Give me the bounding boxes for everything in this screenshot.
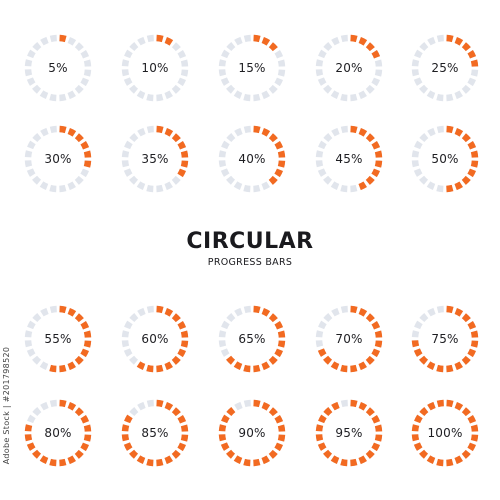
gauge-percent-label: 90%	[238, 426, 266, 440]
progress-gauge: 5%	[20, 30, 96, 106]
gauge-percent-label: 100%	[427, 426, 463, 440]
progress-gauge: 95%	[311, 395, 387, 471]
gauge-percent-label: 70%	[335, 332, 363, 346]
gauge-percent-label: 40%	[238, 152, 266, 166]
stock-watermark: Adobe Stock | #201798520	[1, 320, 13, 490]
gauge-percent-label: 80%	[44, 426, 72, 440]
progress-gauge: 35%	[117, 121, 193, 197]
progress-gauge: 50%	[407, 121, 483, 197]
progress-gauge: 80%	[20, 395, 96, 471]
gauge-percent-label: 35%	[141, 152, 169, 166]
progress-gauge: 25%	[407, 30, 483, 106]
progress-gauge: 20%	[311, 30, 387, 106]
gauge-percent-label: 50%	[431, 152, 459, 166]
progress-gauge: 30%	[20, 121, 96, 197]
progress-gauge: 75%	[407, 301, 483, 377]
gauge-percent-label: 65%	[238, 332, 266, 346]
gauge-percent-label: 45%	[335, 152, 363, 166]
gauge-percent-label: 85%	[141, 426, 169, 440]
progress-gauge: 55%	[20, 301, 96, 377]
progress-gauge: 45%	[311, 121, 387, 197]
main-title: CIRCULAR	[186, 229, 314, 254]
gauge-percent-label: 30%	[44, 152, 72, 166]
progress-gauge: 15%	[214, 30, 290, 106]
gauge-percent-label: 25%	[431, 61, 459, 75]
progress-gauge: 100%	[407, 395, 483, 471]
gauge-percent-label: 15%	[238, 61, 266, 75]
progress-gauge: 90%	[214, 395, 290, 471]
progress-gauge: 70%	[311, 301, 387, 377]
stock-id-text: Adobe Stock | #201798520	[2, 346, 12, 464]
gauge-percent-label: 5%	[48, 61, 68, 75]
progress-gauge: 85%	[117, 395, 193, 471]
title-block: CIRCULAR PROGRESS BARS	[150, 228, 350, 269]
gauge-percent-label: 10%	[141, 61, 169, 75]
gauge-percent-label: 60%	[141, 332, 169, 346]
progress-gauge: 40%	[214, 121, 290, 197]
gauge-percent-label: 95%	[335, 426, 363, 440]
gauge-percent-label: 55%	[44, 332, 72, 346]
progress-gauge: 65%	[214, 301, 290, 377]
gauge-percent-label: 20%	[335, 61, 363, 75]
subtitle: PROGRESS BARS	[207, 257, 293, 268]
gauge-percent-label: 75%	[431, 332, 459, 346]
progress-gauge: 10%	[117, 30, 193, 106]
progress-gauge: 60%	[117, 301, 193, 377]
